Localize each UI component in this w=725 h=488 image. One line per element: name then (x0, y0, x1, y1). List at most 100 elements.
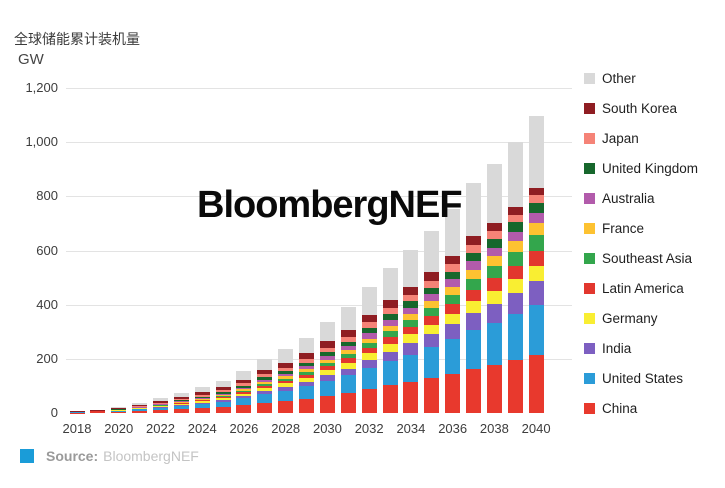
source-swatch-icon (20, 449, 34, 463)
bar-segment-japan (173, 398, 189, 401)
bar-segment-germany (445, 313, 461, 325)
legend-item-germany: Germany (584, 303, 698, 333)
bar-segment-france (466, 269, 482, 279)
bar-segment-latin-america (152, 405, 168, 407)
bar-segment-germany (132, 408, 148, 410)
bar-2020 (111, 407, 127, 413)
bar-segment-germany (236, 393, 252, 397)
bar-segment-united-kingdom (424, 287, 440, 295)
bar-segment-united-states (424, 347, 440, 379)
bar-segment-germany (466, 300, 482, 313)
bar-segment-latin-america (382, 337, 398, 344)
bar-segment-other (236, 371, 252, 380)
bar-segment-south-korea (424, 272, 440, 281)
bar-segment-south-korea (215, 387, 231, 391)
bar-segment-germany (278, 383, 294, 387)
bar-segment-japan (403, 294, 419, 302)
bar-segment-latin-america (319, 366, 335, 370)
bar-segment-india (319, 375, 335, 381)
bar-segment-japan (424, 280, 440, 288)
bar-segment-japan (132, 405, 148, 407)
bar-segment-latin-america (194, 400, 210, 402)
legend-label: China (602, 400, 638, 416)
bar-segment-france (445, 286, 461, 295)
bar-segment-other (466, 182, 482, 237)
bar-segment-united-states (132, 409, 148, 412)
bar-segment-france (257, 382, 273, 385)
bar-segment-india (424, 334, 440, 348)
bar-segment-southeast-asia (424, 308, 440, 317)
legend-swatch-southeast-asia (584, 252, 595, 264)
legend-label: Australia (602, 190, 655, 206)
y-axis-tick-label: 200 (36, 350, 58, 366)
bar-segment-france (340, 350, 356, 355)
bar-segment-united-states (194, 404, 210, 409)
bar-segment-china (111, 411, 127, 413)
bar-2021 (132, 402, 148, 413)
bar-segment-germany (173, 403, 189, 405)
bar-2040 (528, 116, 544, 413)
bar-segment-japan (152, 402, 168, 404)
bar-segment-south-korea (466, 236, 482, 246)
bar-segment-china (299, 398, 315, 413)
bar-segment-united-states (340, 375, 356, 393)
bar-segment-china (215, 407, 231, 413)
bar-segment-australia (445, 279, 461, 287)
bar-segment-australia (361, 333, 377, 339)
bar-segment-germany (299, 377, 315, 382)
bar-segment-united-states (382, 361, 398, 386)
bar-segment-southeast-asia (361, 343, 377, 349)
bar-segment-south-korea (361, 315, 377, 323)
bar-segment-other (111, 407, 127, 409)
bar-segment-latin-america (278, 380, 294, 384)
bar-segment-india (257, 391, 273, 395)
bar-segment-southeast-asia (236, 390, 252, 393)
bar-segment-other (486, 163, 502, 223)
bar-segment-india (299, 381, 315, 387)
legend-label: Latin America (602, 280, 684, 296)
x-axis-label-2020: 2020 (104, 421, 134, 436)
bar-segment-china (278, 401, 294, 413)
bar-segment-united-states (111, 410, 127, 412)
bar-segment-other (445, 208, 461, 256)
bar-segment-australia (152, 404, 168, 405)
bar-2028 (278, 349, 294, 413)
bar-segment-other (403, 249, 419, 287)
bar-segment-united-kingdom (445, 271, 461, 280)
bar-segment-other (299, 337, 315, 354)
bar-segment-united-kingdom (278, 371, 294, 374)
source-label: Source: (46, 448, 99, 464)
bar-segment-germany (507, 279, 523, 294)
bar-segment-other (194, 387, 210, 393)
bar-segment-japan (299, 358, 315, 363)
legend-swatch-other (584, 72, 595, 84)
legend-label: France (602, 220, 645, 236)
bar-segment-japan (507, 214, 523, 223)
bar-segment-southeast-asia (340, 354, 356, 359)
bar-segment-united-states (257, 394, 273, 403)
gridline-800 (66, 196, 572, 198)
bar-2027 (257, 358, 273, 413)
x-axis-label-2022: 2022 (146, 421, 175, 436)
bar-segment-india (466, 312, 482, 330)
bar-2029 (299, 337, 315, 413)
bar-segment-south-korea (194, 392, 210, 395)
bar-segment-china (403, 381, 419, 413)
bar-2024 (194, 387, 210, 413)
x-axis-label-2040: 2040 (521, 421, 551, 436)
bar-segment-south-korea (403, 286, 419, 295)
gridline-1200 (66, 88, 572, 89)
x-axis-label-2034: 2034 (396, 421, 426, 436)
bar-segment-other (424, 230, 440, 273)
x-axis-label-2038: 2038 (479, 421, 509, 436)
gridline-400 (66, 304, 572, 306)
bar-segment-germany (319, 369, 335, 376)
legend-label: United Kingdom (602, 160, 699, 176)
source-value: BloombergNEF (103, 448, 199, 464)
bar-segment-other (319, 321, 335, 342)
bar-segment-china (173, 409, 189, 413)
bar-2019 (90, 409, 106, 413)
bar-2030 (319, 321, 335, 413)
bar-segment-france (194, 398, 210, 400)
bar-segment-china (236, 405, 252, 413)
